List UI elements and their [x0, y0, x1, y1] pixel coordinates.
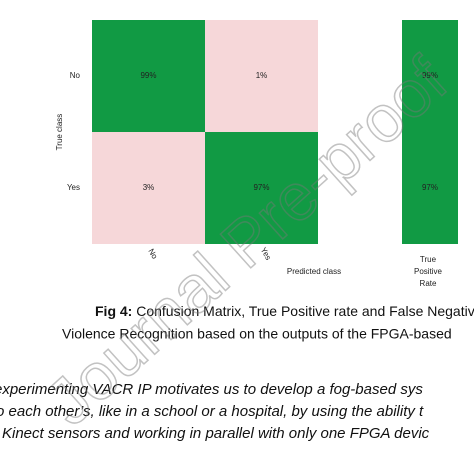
body-line: Kinect sensors and working in parallel w…	[2, 425, 430, 442]
y-axis-label: True class	[55, 114, 64, 151]
tpr-label: Rate	[420, 279, 437, 288]
matrix-cell	[205, 132, 318, 244]
tpr-label: True	[420, 255, 437, 264]
body-line: experimenting VACR IP motivates us to de…	[0, 381, 423, 398]
body-line: o each other’s, like in a school or a ho…	[0, 403, 424, 420]
x-axis-label: Predicted class	[287, 267, 341, 276]
matrix-cell	[92, 20, 205, 132]
tpr-cell	[402, 20, 458, 132]
tpr-label: Positive	[414, 267, 443, 276]
cell-value: 99%	[140, 71, 156, 80]
cell-value: 3%	[143, 183, 155, 192]
tpr-cell	[402, 132, 458, 244]
tpr-value: 99%	[422, 71, 438, 80]
cell-value: 1%	[256, 71, 268, 80]
tpr-value: 97%	[422, 183, 438, 192]
matrix-cell	[92, 132, 205, 244]
caption-text: Confusion Matrix, True Positive rate and…	[136, 303, 474, 319]
caption-label: Fig 4:	[95, 303, 132, 319]
cell-value: 97%	[253, 183, 269, 192]
col-label: No	[146, 247, 159, 261]
row-label: Yes	[67, 183, 80, 192]
matrix-cell	[205, 20, 318, 132]
row-label: No	[70, 71, 81, 80]
caption-line: Violence Recognition based on the output…	[62, 326, 452, 342]
caption-line: Fig 4: Confusion Matrix, True Positive r…	[95, 303, 474, 319]
